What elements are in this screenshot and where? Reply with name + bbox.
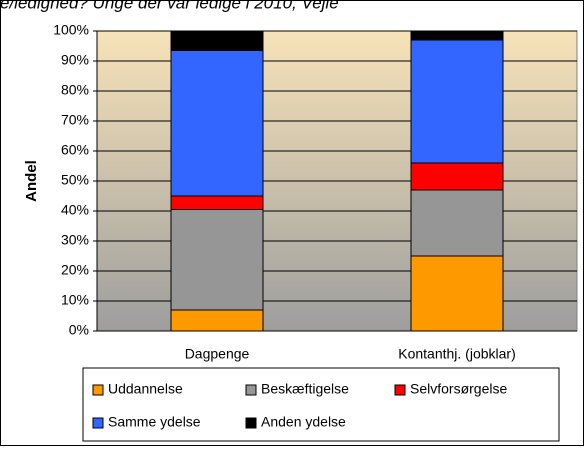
legend-swatch xyxy=(245,384,257,396)
legend-label: Anden ydelse xyxy=(261,414,346,430)
chart-title: e/ledighed? Unge der var ledige i 2010, … xyxy=(0,0,339,12)
legend-swatch xyxy=(92,384,104,396)
bar-segment xyxy=(170,195,264,210)
bar-segment xyxy=(170,309,264,332)
legend-label: Beskæftigelse xyxy=(261,381,349,397)
bar-segment xyxy=(410,30,504,41)
legend-label: Uddannelse xyxy=(108,381,183,397)
legend-label: Samme ydelse xyxy=(108,414,201,430)
legend xyxy=(82,367,560,442)
bar-segment xyxy=(410,255,504,332)
y-tick-label: 50% xyxy=(61,172,89,188)
y-tick-label: 100% xyxy=(53,22,89,38)
y-axis-label: Andel xyxy=(23,160,40,202)
y-tick-label: 30% xyxy=(61,232,89,248)
bar-segment xyxy=(170,50,264,197)
y-tick-label: 10% xyxy=(61,292,89,308)
y-tick-label: 80% xyxy=(61,82,89,98)
legend-swatch xyxy=(245,417,257,429)
y-tick-label: 0% xyxy=(69,322,89,338)
y-tick-label: 20% xyxy=(61,262,89,278)
y-tick-label: 90% xyxy=(61,52,89,68)
bar-segment xyxy=(410,189,504,257)
x-tick-label: Kontanthj. (jobklar) xyxy=(398,346,516,362)
bar-segment xyxy=(410,162,504,191)
legend-swatch xyxy=(92,417,104,429)
y-tick-label: 60% xyxy=(61,142,89,158)
legend-label: Selvforsørgelse xyxy=(410,381,507,397)
bar-segment xyxy=(410,39,504,164)
legend-swatch xyxy=(394,384,406,396)
x-tick-label: Dagpenge xyxy=(185,346,250,362)
bar-segment xyxy=(170,30,264,51)
bar-segment xyxy=(170,209,264,311)
y-tick-label: 40% xyxy=(61,202,89,218)
y-tick-label: 70% xyxy=(61,112,89,128)
